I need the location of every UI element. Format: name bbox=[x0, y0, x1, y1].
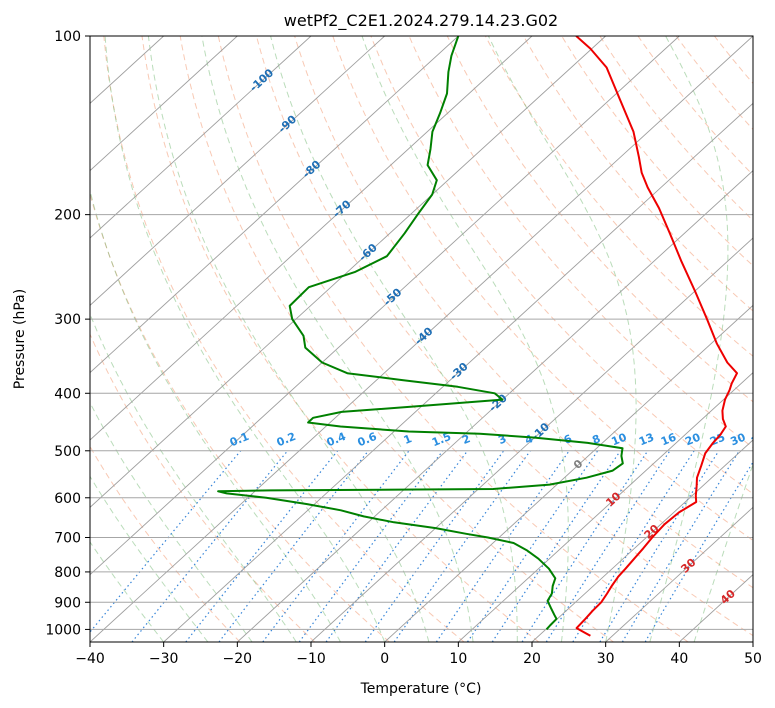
dry-adiabat-line bbox=[408, 36, 753, 449]
dry-adiabat-line bbox=[484, 36, 753, 357]
moist-adiabat-line bbox=[201, 36, 474, 642]
moist-adiabat-line bbox=[104, 36, 386, 642]
y-tick-label: 300 bbox=[54, 312, 81, 328]
moist-adiabat-line bbox=[90, 312, 297, 642]
background-lines bbox=[90, 36, 753, 642]
isotherm-line bbox=[384, 304, 753, 642]
mixing-ratio-label: 13 bbox=[637, 431, 656, 449]
y-tick-label: 900 bbox=[54, 595, 81, 611]
mixing-ratio-label: 1 bbox=[402, 432, 414, 447]
mixing-ratio-label: 30 bbox=[728, 431, 747, 449]
isotherm-line bbox=[237, 170, 753, 642]
dry-adiabat-line bbox=[370, 36, 753, 495]
mixing-ratio-label: 10 bbox=[610, 431, 629, 449]
moist-adiabat-line bbox=[147, 36, 430, 642]
isotherm-line bbox=[90, 36, 533, 441]
moist-adiabat-line bbox=[649, 36, 729, 642]
y-tick-label: 200 bbox=[54, 208, 81, 224]
dry-adiabat-line bbox=[446, 36, 753, 403]
y-tick-label: 100 bbox=[54, 29, 81, 45]
moist-adiabat-line bbox=[90, 475, 209, 642]
mixing-ratio-label: 8 bbox=[590, 432, 602, 447]
dry-adiabat-line bbox=[90, 191, 390, 642]
dry-adiabat-line bbox=[256, 36, 753, 637]
moist-adiabat-line bbox=[90, 401, 253, 642]
chart-title: wetPf2_C2E1.2024.279.14.23.G02 bbox=[284, 11, 558, 31]
x-tick-label: 10 bbox=[449, 651, 467, 667]
y-tick-label: 700 bbox=[54, 531, 81, 547]
mixing-ratio-line bbox=[262, 450, 410, 642]
isotherm-line bbox=[458, 372, 753, 642]
moist-adiabat-line bbox=[693, 462, 753, 642]
mixing-ratio-line bbox=[572, 450, 695, 642]
isotherm-line bbox=[605, 506, 753, 642]
dry-adiabat-line bbox=[599, 36, 753, 222]
mixing-ratio-line bbox=[599, 450, 720, 642]
x-tick-label: 0 bbox=[380, 651, 389, 667]
isotherm-line bbox=[90, 36, 680, 576]
dry-adiabat-line bbox=[90, 445, 241, 642]
y-tick-label: 800 bbox=[54, 565, 81, 581]
dry-adiabat-line bbox=[103, 36, 465, 642]
moist-adiabat-line bbox=[487, 36, 637, 642]
y-tick-label: 400 bbox=[54, 386, 81, 402]
x-tick-label: 30 bbox=[597, 651, 615, 667]
mixing-ratio-line bbox=[545, 450, 671, 642]
y-tick-label: 1000 bbox=[45, 622, 81, 638]
moist-adiabat-line bbox=[270, 36, 518, 642]
isotherm-line bbox=[90, 36, 459, 374]
x-tick-label: −30 bbox=[149, 651, 179, 667]
x-tick-label: −40 bbox=[75, 651, 105, 667]
mixing-ratio-line bbox=[298, 450, 444, 642]
mixing-ratio-line bbox=[393, 450, 531, 642]
x-tick-label: 20 bbox=[523, 651, 541, 667]
temperature-profile-line bbox=[575, 36, 738, 637]
x-axis-title: Temperature (°C) bbox=[360, 681, 482, 697]
isotherm-line bbox=[90, 36, 606, 508]
mixing-ratio-label: 16 bbox=[659, 431, 678, 449]
isotherm-line bbox=[90, 36, 312, 239]
x-axis-ticks: −40 −30 −20 −10 0 10 20 30 40 50 bbox=[75, 642, 762, 667]
dry-adiabat-line bbox=[294, 36, 753, 589]
dewpoint-profile-line bbox=[217, 36, 624, 631]
mixing-ratio-label: 3 bbox=[496, 432, 508, 447]
mixing-ratio-line bbox=[491, 450, 621, 642]
mixing-ratio-label: 36 bbox=[749, 431, 768, 449]
mixing-ratio-line bbox=[621, 450, 740, 642]
mixing-ratio-line bbox=[185, 450, 339, 642]
x-tick-label: −10 bbox=[296, 651, 326, 667]
mixing-ratio-label: 20 bbox=[683, 431, 702, 449]
isotherm-line bbox=[163, 102, 753, 642]
y-axis-title: Pressure (hPa) bbox=[12, 289, 28, 389]
isotherm-line bbox=[531, 439, 753, 642]
dry-adiabat-line bbox=[217, 36, 689, 642]
mixing-ratio-line bbox=[521, 450, 649, 642]
mixing-ratio-label: 2 bbox=[460, 432, 472, 447]
x-tick-label: 40 bbox=[670, 651, 688, 667]
moist-adiabat-line bbox=[90, 188, 341, 642]
dry-adiabat-line bbox=[141, 36, 540, 642]
y-tick-label: 500 bbox=[54, 444, 81, 460]
dry-adiabat-line bbox=[179, 36, 614, 642]
isotherm-line bbox=[90, 36, 753, 642]
profile-lines bbox=[217, 36, 738, 637]
plot-frame bbox=[89, 35, 754, 643]
x-tick-label: 50 bbox=[744, 651, 762, 667]
y-axis-ticks: 100 200 300 400 500 600 700 800 900 1000 bbox=[45, 29, 90, 638]
isotherm-line bbox=[90, 36, 385, 306]
isotherm-line bbox=[90, 36, 238, 172]
isotherm-line bbox=[310, 237, 753, 642]
dry-adiabat-line bbox=[561, 36, 753, 267]
mixing-ratio-line bbox=[435, 450, 570, 642]
y-tick-label: 600 bbox=[54, 491, 81, 507]
moist-adiabat-line bbox=[361, 36, 569, 642]
x-tick-label: −20 bbox=[223, 651, 253, 667]
mixing-ratio-line bbox=[466, 450, 599, 642]
